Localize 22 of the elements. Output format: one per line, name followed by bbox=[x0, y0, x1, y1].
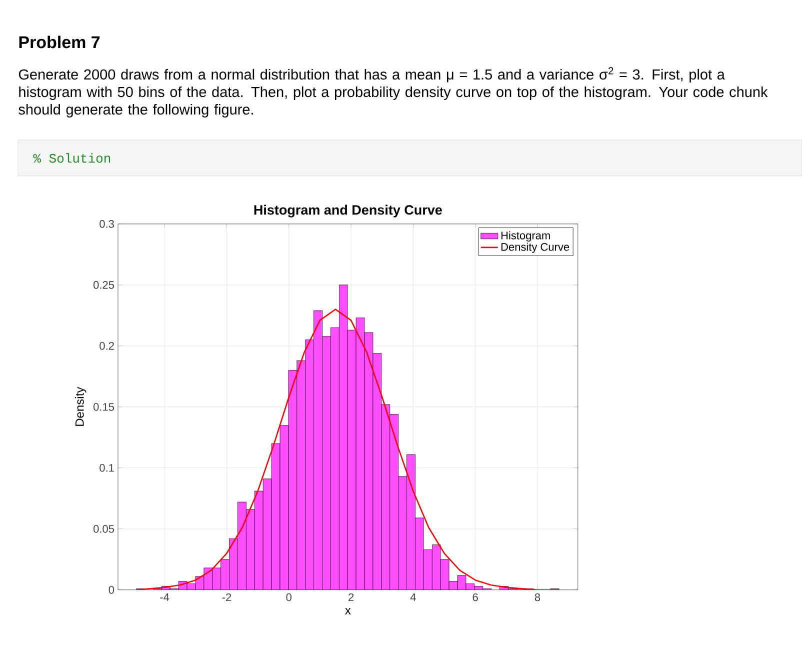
text: Problem 7 bbox=[19, 36, 100, 48]
x-tick-label: -2 bbox=[222, 593, 232, 602]
y-tick-label: 0.05 bbox=[93, 525, 114, 533]
text: % Solution bbox=[33, 153, 110, 163]
legend-label: Histogram bbox=[501, 231, 550, 242]
y-tick-label: 0.3 bbox=[100, 220, 114, 228]
x-tick-label: 6 bbox=[472, 593, 478, 602]
y-tick-label: 0.2 bbox=[100, 342, 114, 350]
y-tick-label: 0 bbox=[108, 586, 114, 594]
y-tick-label: 0.15 bbox=[93, 403, 114, 411]
chart-title: Histogram and Density Curve bbox=[254, 204, 442, 218]
x-tick-label: 4 bbox=[410, 593, 416, 602]
y-tick-label: 0.25 bbox=[93, 281, 114, 289]
text: Generate 2000 draws from a normal distribution that has a mean μ = 1.5 and a variance σ$^{2}$ = 3. First, plot a histogram with 50 bins of the data. Then, plot a probability density curve on top of the histogram. Your code chunk should generate the following figure. bbox=[18, 67, 768, 118]
x-tick-label: 8 bbox=[534, 593, 540, 602]
y-axis-title: Density bbox=[75, 386, 86, 426]
x-tick-label: 2 bbox=[348, 593, 354, 602]
x-tick-label: -4 bbox=[160, 593, 170, 602]
x-axis-title: x bbox=[345, 608, 351, 614]
y-tick-label: 0.1 bbox=[100, 464, 114, 472]
x-tick-label: 0 bbox=[286, 593, 292, 602]
legend-label: Density Curve bbox=[501, 242, 570, 254]
